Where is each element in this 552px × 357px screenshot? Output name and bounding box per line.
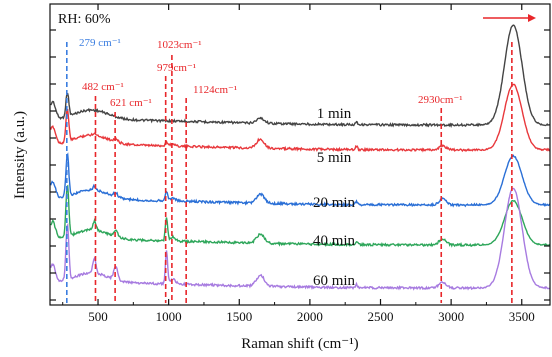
- series-label-20-min: 20 min: [313, 195, 356, 211]
- series-label-60-min: 60 min: [313, 273, 356, 289]
- peak-label-1124: 1124cm⁻¹: [193, 84, 237, 96]
- plot-frame: [49, 3, 551, 306]
- x-tick-label-2500: 2500: [368, 309, 394, 324]
- series-line-5-min: [50, 83, 551, 153]
- series-line-40-min: [50, 184, 551, 248]
- x-tick-label-1500: 1500: [226, 309, 252, 324]
- peak-label-482: 482 cm⁻¹: [82, 81, 124, 93]
- series-label-5-min: 5 min: [317, 150, 352, 166]
- peak-label-621: 621 cm⁻¹: [110, 97, 152, 109]
- x-tick-label-500: 500: [88, 309, 108, 324]
- x-axis-label: Raman shift (cm⁻¹): [241, 336, 358, 352]
- y-axis-label: Intensity (a.u.): [12, 111, 28, 199]
- series-line-1-min: [50, 24, 551, 129]
- series-group: [50, 24, 551, 291]
- peak-label-279: 279 cm⁻¹: [79, 37, 121, 49]
- x-tick-label-3500: 3500: [509, 309, 535, 324]
- x-tick-label-2000: 2000: [297, 309, 323, 324]
- peak-markers: [66, 42, 513, 303]
- rh-annotation: RH: 60%: [58, 12, 111, 27]
- series-label-40-min: 40 min: [313, 233, 356, 249]
- series-label-1-min: 1 min: [317, 106, 352, 122]
- series-line-20-min: [50, 152, 551, 208]
- x-tick-label-3000: 3000: [438, 309, 464, 324]
- peak-label-979: 979cm⁻¹: [157, 62, 196, 74]
- peak-label-1023: 1023cm⁻¹: [157, 39, 202, 51]
- series-line-60-min: [50, 187, 551, 291]
- axes: 500 1000 1500 2000 2500 3000 3500: [49, 3, 551, 324]
- x-tick-label-1000: 1000: [156, 309, 182, 324]
- peak-label-2930: 2930cm⁻¹: [418, 94, 463, 106]
- shift-arrow-head: [528, 14, 536, 22]
